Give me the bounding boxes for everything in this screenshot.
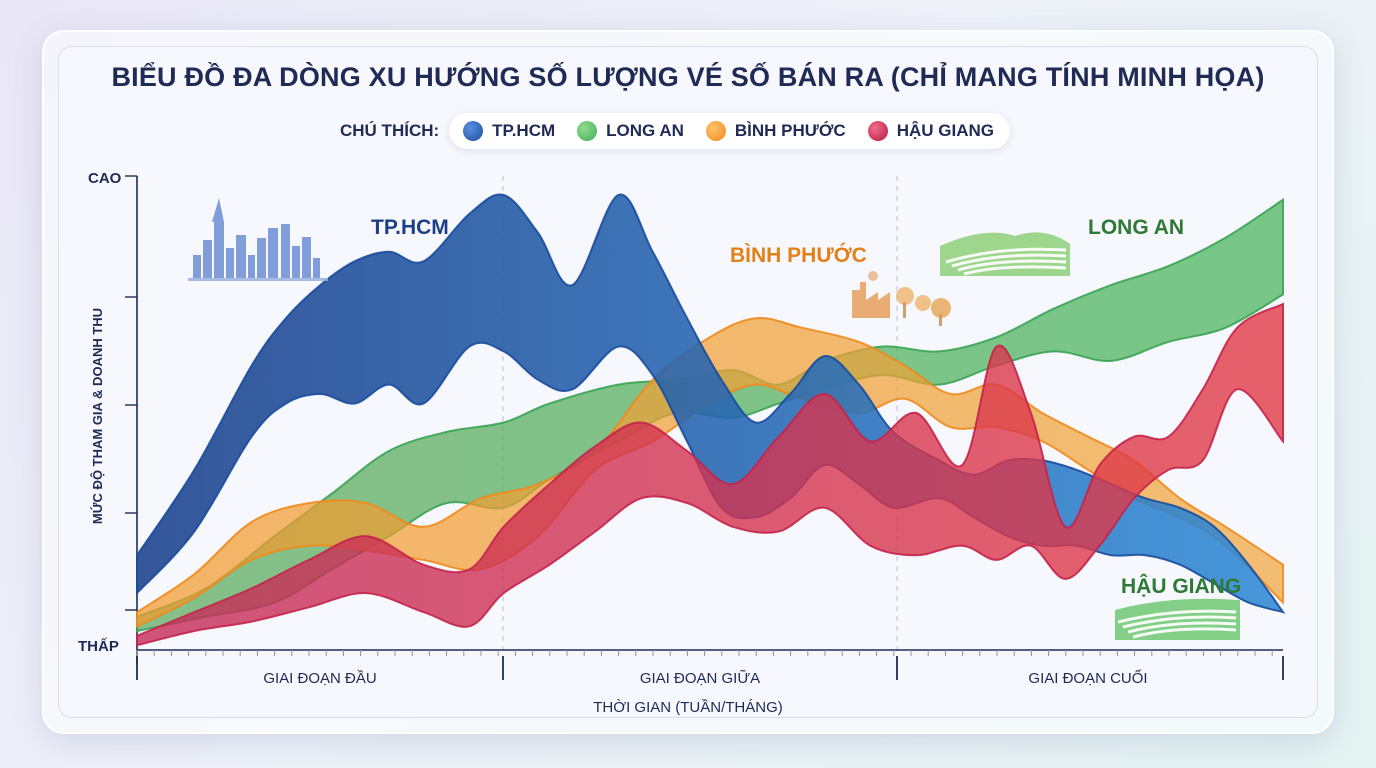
x-stage-label-1: GIAI ĐOẠN ĐẦU bbox=[263, 670, 376, 687]
tree-1 bbox=[896, 287, 914, 305]
building-4 bbox=[226, 248, 234, 280]
field-row-1 bbox=[945, 247, 1067, 264]
legend-dot-longan bbox=[577, 121, 598, 141]
legend-item-longan[interactable]: LONG AN bbox=[577, 121, 684, 141]
trunk-1 bbox=[903, 302, 906, 318]
building-11 bbox=[302, 237, 311, 280]
tree-3 bbox=[931, 298, 951, 318]
building-7 bbox=[257, 238, 266, 280]
series-label-binhphuoc: BÌNH PHƯỚC bbox=[730, 243, 867, 267]
tower-spire bbox=[212, 198, 224, 222]
trunk-2 bbox=[939, 314, 942, 326]
building-12 bbox=[313, 258, 320, 280]
field-row-4 bbox=[963, 265, 1067, 276]
x-axis-title: THỜI GIAN (TUẦN/THÁNG) bbox=[593, 699, 783, 716]
field-row-2 bbox=[951, 253, 1067, 268]
factory-trees-icon bbox=[852, 271, 951, 326]
building-9 bbox=[281, 224, 290, 280]
y-label-high: CAO bbox=[88, 170, 122, 187]
legend: CHÚ THÍCH: TP.HCM LONG AN BÌNH PHƯỚC HẬU… bbox=[340, 113, 1010, 149]
y-axis-title: MỨC ĐỘ THAM GIA & DOANH THU bbox=[90, 308, 105, 524]
series-label-longan: LONG AN bbox=[1088, 216, 1184, 239]
field-row-3 bbox=[1127, 621, 1237, 634]
field-row-2 bbox=[1122, 615, 1237, 629]
legend-text-binhphuoc: BÌNH PHƯỚC bbox=[734, 121, 846, 140]
field-icon bbox=[1115, 598, 1240, 640]
x-stage-label-2: GIAI ĐOẠN GIỮA bbox=[640, 670, 760, 687]
legend-dot-binhphuoc bbox=[705, 121, 726, 141]
legend-pill: TP.HCM LONG AN BÌNH PHƯỚC HẬU GIANG bbox=[449, 113, 1010, 149]
field-row-3 bbox=[957, 259, 1067, 272]
legend-label: CHÚ THÍCH: bbox=[340, 121, 440, 140]
factory-smoke bbox=[868, 271, 878, 281]
building-3 bbox=[214, 222, 224, 280]
legend-text-longan: LONG AN bbox=[606, 121, 684, 140]
series-label-tphcm: TP.HCM bbox=[371, 216, 449, 239]
building-1 bbox=[193, 255, 201, 280]
x-stage-label-3: GIAI ĐOẠN CUỐI bbox=[1028, 669, 1147, 687]
rice-field-icon bbox=[940, 232, 1070, 276]
building-2 bbox=[203, 240, 212, 280]
building-10 bbox=[292, 246, 300, 280]
city-ground bbox=[188, 278, 328, 281]
field-row-1 bbox=[1117, 609, 1237, 624]
building-5 bbox=[236, 235, 246, 280]
y-label-low: THẤP bbox=[78, 638, 119, 655]
legend-dot-tphcm bbox=[463, 121, 484, 141]
field-row-4 bbox=[1132, 627, 1237, 639]
legend-text-haugiang: HẬU GIANG bbox=[896, 121, 994, 140]
chart-title: BIỂU ĐỒ ĐA DÒNG XU HƯỚNG SỐ LƯỢNG VÉ SỐ … bbox=[111, 62, 1265, 92]
legend-item-tphcm[interactable]: TP.HCM bbox=[463, 121, 555, 141]
series-label-haugiang: HẬU GIANG bbox=[1121, 574, 1241, 598]
legend-item-haugiang[interactable]: HẬU GIANG bbox=[867, 121, 994, 141]
factory-building bbox=[852, 282, 890, 318]
legend-item-binhphuoc[interactable]: BÌNH PHƯỚC bbox=[705, 121, 846, 141]
building-8 bbox=[268, 228, 278, 280]
building-6 bbox=[248, 255, 255, 280]
legend-text-tphcm: TP.HCM bbox=[492, 121, 556, 140]
tree-2 bbox=[915, 295, 931, 311]
legend-dot-haugiang bbox=[867, 121, 888, 141]
city-skyline-icon bbox=[188, 198, 328, 281]
series-band-h-u-giang bbox=[136, 302, 1284, 647]
